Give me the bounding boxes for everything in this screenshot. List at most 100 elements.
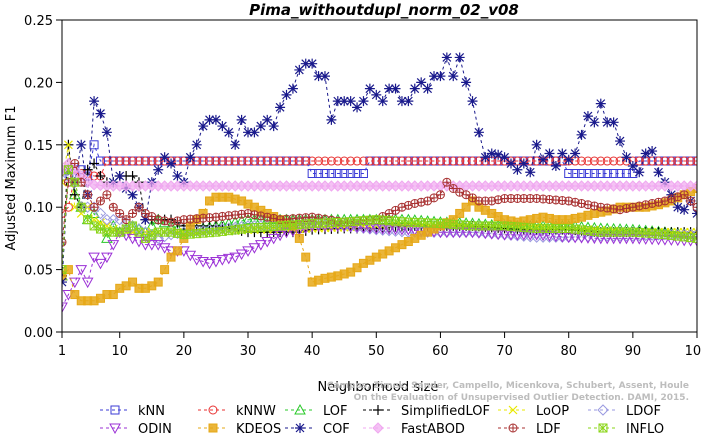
data-point-ldof	[152, 232, 164, 245]
data-point-knnw	[660, 156, 670, 166]
legend-marker-inflo	[598, 423, 608, 433]
legend-marker-fastabod	[372, 422, 384, 434]
y-axis-label: Adjusted Maximum F1	[4, 106, 19, 251]
data-point-ldf	[410, 198, 420, 208]
data-point-knnw	[217, 156, 227, 166]
data-point-cof	[223, 127, 234, 138]
y-tick-label: 0.10	[24, 201, 53, 216]
data-point-simplifiedlof	[89, 158, 100, 169]
x-tick-label: 50	[368, 344, 385, 359]
series-inflo	[62, 165, 697, 275]
data-point-kdeos	[160, 265, 170, 275]
data-point-knnw	[596, 156, 606, 166]
data-point-ldf	[692, 202, 697, 212]
data-point-cof	[275, 102, 286, 113]
data-point-cof	[377, 96, 388, 107]
data-point-odin	[62, 302, 68, 314]
data-point-knnw	[654, 156, 664, 166]
data-point-knn	[346, 169, 356, 179]
data-point-kdeos	[62, 271, 67, 281]
data-point-kdeos	[172, 246, 182, 256]
data-point-cof	[287, 83, 298, 94]
legend-item-knn: kNN	[100, 404, 165, 419]
data-point-simplifiedlof	[127, 171, 138, 181]
data-point-ldf	[89, 202, 99, 212]
data-point-knn	[333, 169, 343, 179]
legend-marker-lof	[294, 403, 306, 415]
data-point-ldf	[108, 202, 118, 212]
data-point-cof	[249, 127, 260, 138]
data-point-knn	[564, 169, 574, 179]
data-point-loop	[63, 140, 73, 150]
data-point-fastabod	[81, 176, 94, 188]
data-point-kdeos	[455, 208, 465, 218]
data-point-cof	[441, 52, 452, 63]
series-cof	[62, 52, 697, 288]
data-point-cof	[608, 117, 619, 128]
data-point-knnw	[615, 156, 625, 166]
data-point-odin	[203, 258, 216, 270]
data-point-knn	[596, 169, 606, 179]
data-point-knn	[358, 169, 368, 179]
data-point-knnw	[301, 156, 311, 166]
data-point-cof	[679, 204, 690, 215]
data-point-cof	[563, 154, 574, 165]
data-point-kdeos	[294, 233, 304, 243]
plot-area	[62, 52, 697, 314]
data-point-cof	[294, 64, 305, 75]
legend-item-ldof: LDOF	[588, 404, 661, 419]
data-point-cof	[268, 121, 279, 132]
data-point-knnw	[314, 156, 324, 166]
data-point-inflo	[63, 165, 73, 175]
data-point-cof	[159, 152, 170, 163]
data-point-ldf	[70, 159, 80, 169]
data-point-cof	[602, 117, 613, 128]
y-tick-label: 0.05	[24, 264, 53, 279]
data-point-knn	[570, 169, 580, 179]
data-point-ldf	[570, 197, 580, 207]
data-point-cof	[89, 96, 100, 107]
data-point-odin	[107, 240, 120, 251]
data-point-ldf	[160, 216, 170, 226]
data-point-knnw	[455, 156, 465, 166]
data-point-cof	[448, 71, 459, 82]
data-point-cof	[454, 52, 465, 63]
data-point-inflo	[692, 233, 697, 243]
legend-item-fastabod: FastABOD	[363, 422, 465, 434]
series-line-odin	[62, 225, 697, 308]
data-point-cof	[672, 202, 683, 213]
data-point-cof	[422, 83, 433, 94]
data-point-knnw	[198, 156, 208, 166]
y-tick-label: 0.15	[24, 139, 53, 154]
data-point-knn	[339, 169, 349, 179]
data-point-cof	[76, 139, 87, 150]
legend-label: LDF	[536, 422, 561, 434]
data-point-cof	[505, 158, 516, 169]
data-point-knnw	[179, 156, 189, 166]
data-point-cof	[416, 77, 427, 88]
data-point-knnw	[609, 156, 619, 166]
data-point-odin	[235, 249, 248, 261]
data-point-knnw	[666, 156, 676, 166]
data-point-kdeos	[301, 252, 311, 262]
data-point-knnw	[679, 156, 689, 166]
data-point-ldf	[577, 198, 587, 208]
data-point-knnw	[442, 156, 452, 166]
data-point-ldf	[115, 208, 125, 218]
data-point-knnw	[205, 156, 215, 166]
y-tick-label: 0.00	[24, 326, 53, 341]
data-point-cof	[217, 121, 228, 132]
data-point-odin	[94, 258, 107, 270]
data-point-cof	[512, 164, 523, 175]
data-point-knn	[589, 169, 599, 179]
legend-label: kNNW	[236, 404, 276, 419]
data-point-ldf	[487, 196, 497, 206]
data-point-kdeos	[153, 277, 163, 287]
x-tick-label: 80	[560, 344, 577, 359]
legend-marker-simplifiedlof	[373, 405, 383, 415]
data-point-cof	[332, 96, 343, 107]
data-point-odin	[274, 230, 286, 242]
legend-item-ldf: LDF	[498, 422, 561, 434]
data-point-cof	[326, 114, 337, 125]
data-point-knnw	[281, 156, 291, 166]
